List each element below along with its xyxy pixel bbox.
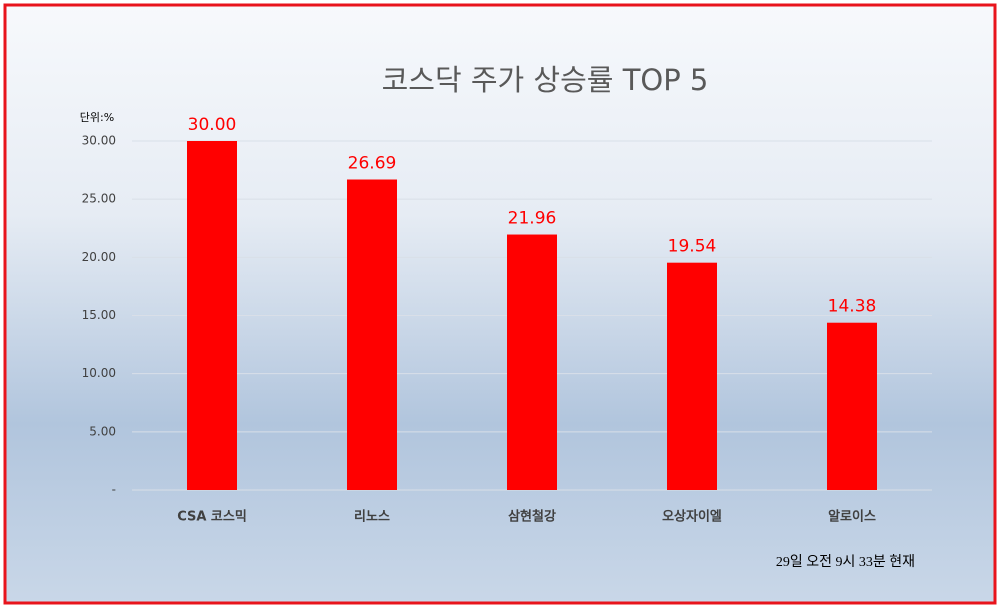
y-tick-label: 30.00 bbox=[82, 134, 116, 148]
value-label: 26.69 bbox=[348, 154, 397, 174]
x-tick-label: CSA 코스믹 bbox=[177, 510, 247, 525]
y-tick-label: 20.00 bbox=[82, 250, 116, 264]
bar bbox=[507, 234, 557, 490]
y-tick-label: - bbox=[112, 483, 116, 497]
value-label: 30.00 bbox=[188, 115, 237, 135]
x-tick-label: 오상자이엘 bbox=[662, 509, 722, 525]
value-label: 21.96 bbox=[508, 209, 557, 229]
y-tick-label: 5.00 bbox=[89, 424, 116, 438]
x-tick-label: 삼현철강 bbox=[508, 509, 556, 525]
x-tick-label: 알로이스 bbox=[828, 509, 876, 525]
note: 29일 오전 9시 33분 현재 bbox=[776, 554, 915, 570]
chart-title: 코스닥 주가 상승률 TOP 5 bbox=[382, 63, 709, 97]
y-tick-label: 15.00 bbox=[82, 308, 116, 322]
x-tick-label: 리노스 bbox=[354, 509, 390, 525]
y-tick-label: 10.00 bbox=[82, 366, 116, 380]
bar bbox=[827, 322, 877, 490]
bar bbox=[187, 141, 237, 490]
y-tick-label: 25.00 bbox=[82, 192, 116, 206]
chart-frame bbox=[3, 3, 997, 605]
bar bbox=[347, 179, 397, 490]
bar bbox=[667, 262, 717, 490]
value-label: 14.38 bbox=[828, 297, 877, 317]
value-label: 19.54 bbox=[668, 237, 717, 257]
unit-label: 단위:% bbox=[80, 111, 114, 124]
